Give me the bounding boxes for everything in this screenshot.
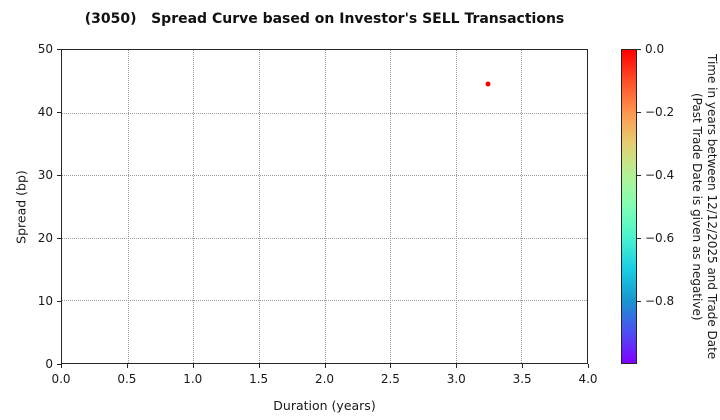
colorbar-label-line1: Time in years between 12/12/2025 and Tra… (705, 53, 719, 360)
y-tick-mark (57, 49, 61, 50)
x-tick-mark (390, 364, 392, 368)
y-gridline (62, 300, 587, 302)
x-tick-mark (192, 364, 194, 368)
x-tick-label: 1.0 (183, 372, 203, 386)
colorbar (621, 49, 637, 364)
x-gridline (127, 50, 129, 363)
colorbar-tick-label: −0.4 (645, 168, 675, 182)
y-tick-mark (57, 112, 61, 113)
x-gridline (324, 50, 326, 363)
colorbar-tick-mark (637, 175, 641, 176)
chart-title: (3050) Spread Curve based on Investor's … (84, 11, 565, 27)
x-tick-label: 2.0 (314, 372, 335, 386)
y-tick-label: 0 (45, 357, 53, 371)
x-tick-mark (522, 364, 524, 368)
plot-area (61, 49, 588, 364)
y-gridline (62, 175, 587, 177)
y-tick-mark (57, 175, 61, 176)
colorbar-tick-label: −0.2 (645, 105, 675, 119)
y-tick-mark (57, 364, 61, 365)
x-gridline (455, 50, 457, 363)
x-tick-mark (456, 364, 458, 368)
y-tick-label: 30 (37, 168, 53, 182)
x-tick-label: 3.0 (446, 372, 466, 386)
x-tick-label: 3.5 (512, 372, 532, 386)
y-tick-label: 20 (37, 231, 53, 245)
colorbar-tick-mark (637, 238, 641, 239)
x-tick-mark (61, 364, 62, 368)
colorbar-label: Time in years between 12/12/2025 and Tra… (688, 49, 719, 364)
x-tick-label: 4.0 (578, 372, 598, 386)
x-tick-mark (324, 364, 326, 368)
y-tick-mark (57, 301, 61, 302)
x-tick-label: 0.0 (51, 372, 71, 386)
x-tick-mark (126, 364, 128, 368)
x-gridline (258, 50, 260, 363)
scatter-point (485, 81, 491, 87)
y-gridline (62, 237, 587, 239)
y-tick-mark (57, 238, 61, 239)
colorbar-tick-label: 0.0 (645, 42, 665, 56)
x-gridline (390, 50, 392, 363)
colorbar-tick-label: −0.8 (645, 294, 675, 308)
x-axis-label: Duration (years) (273, 398, 376, 413)
x-tick-mark (588, 364, 589, 368)
y-tick-label: 50 (37, 42, 53, 56)
x-tick-label: 2.5 (380, 372, 400, 386)
x-tick-label: 0.5 (117, 372, 137, 386)
x-tick-label: 1.5 (249, 372, 269, 386)
colorbar-tick-mark (637, 112, 641, 113)
y-gridline (62, 112, 587, 114)
x-gridline (193, 50, 195, 363)
y-tick-label: 10 (37, 294, 53, 308)
colorbar-tick-mark (637, 49, 641, 50)
colorbar-tick-label: −0.6 (645, 231, 675, 245)
y-tick-label: 40 (37, 105, 53, 119)
colorbar-label-line2: (Past Trade Date is given as negative) (690, 92, 704, 321)
x-tick-mark (258, 364, 260, 368)
colorbar-tick-mark (637, 301, 641, 302)
x-gridline (521, 50, 523, 363)
